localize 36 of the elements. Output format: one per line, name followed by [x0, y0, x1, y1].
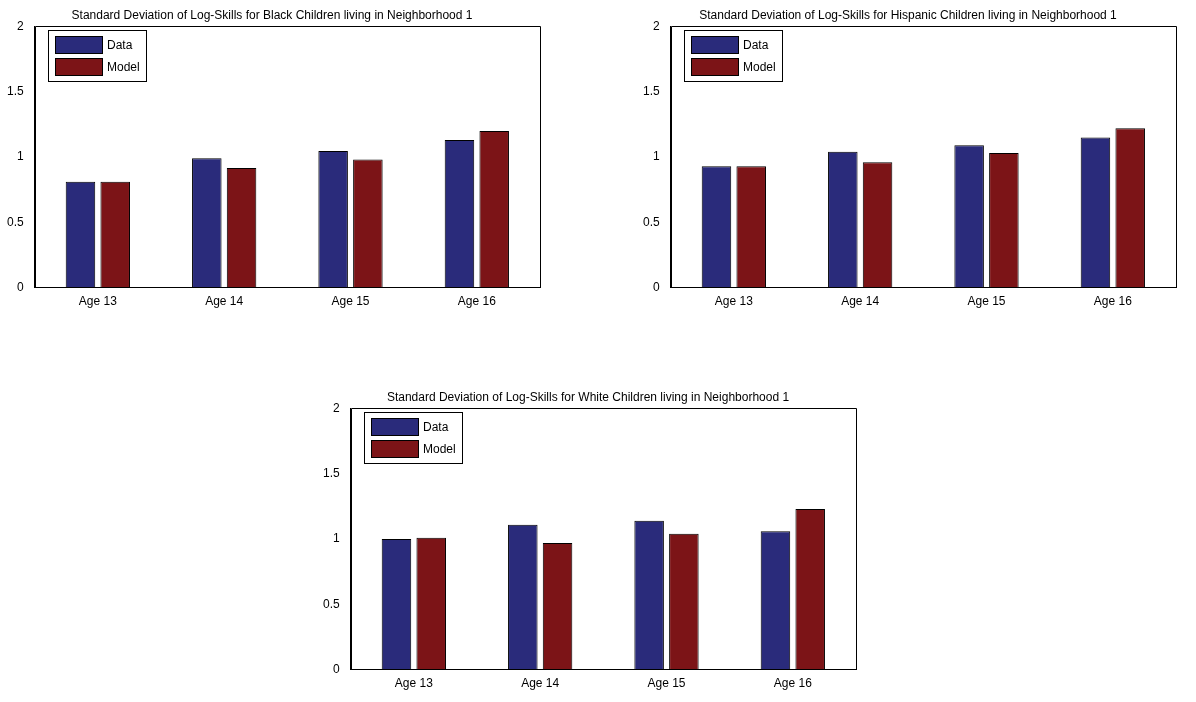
- y-tick-label: 2: [652, 18, 660, 33]
- x-tick-label: Age 15: [967, 294, 1006, 309]
- legend-label: Data: [107, 38, 133, 52]
- y-tick-label: 2: [332, 400, 340, 415]
- x-tick-label: Age 14: [205, 294, 244, 309]
- y-tick-label: 0.5: [642, 214, 660, 229]
- x-tick-label: Age 16: [457, 294, 497, 309]
- y-tick-label: 2: [16, 18, 24, 33]
- x-tick-label: Age 13: [394, 676, 434, 691]
- y-tick-label: 1.5: [322, 466, 340, 481]
- y-tick-label: 0: [652, 279, 660, 294]
- y-tick-label: 0: [16, 279, 24, 294]
- y-tick-label: 1.5: [642, 84, 660, 99]
- x-tick-label: Age 15: [647, 676, 686, 691]
- y-tick-label: 0: [332, 661, 340, 676]
- y-tick-label: 0.5: [322, 596, 340, 611]
- y-tick-label: 0.5: [6, 214, 24, 229]
- chart-title: Standard Deviation of Log-Skills for Hispanic Children living in Neighborhood 1: [699, 7, 1118, 22]
- legend-label: Model: [423, 442, 456, 456]
- x-tick-label: Age 13: [78, 294, 118, 309]
- y-tick-label: 1.5: [6, 84, 24, 99]
- chart-title: Standard Deviation of Log-Skills for White Children living in Neighborhood 1: [386, 389, 790, 404]
- legend-label: Data: [743, 38, 769, 52]
- y-tick-label: 1: [332, 531, 340, 546]
- x-tick-label: Age 16: [773, 676, 813, 691]
- legend-label: Data: [423, 420, 449, 434]
- x-tick-label: Age 16: [1093, 294, 1133, 309]
- legend-label: Model: [107, 60, 140, 74]
- legend-label: Model: [743, 60, 776, 74]
- x-tick-label: Age 14: [521, 676, 560, 691]
- x-tick-label: Age 13: [714, 294, 754, 309]
- y-tick-label: 1: [16, 149, 24, 164]
- x-tick-label: Age 14: [841, 294, 880, 309]
- x-tick-label: Age 15: [331, 294, 370, 309]
- y-tick-label: 1: [652, 149, 660, 164]
- chart-title: Standard Deviation of Log-Skills for Black Children living in Neighborhood 1: [71, 7, 473, 22]
